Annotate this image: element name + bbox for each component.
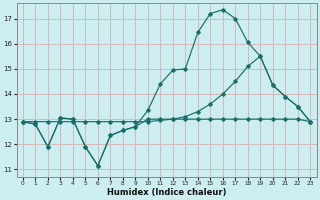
X-axis label: Humidex (Indice chaleur): Humidex (Indice chaleur) (107, 188, 226, 197)
